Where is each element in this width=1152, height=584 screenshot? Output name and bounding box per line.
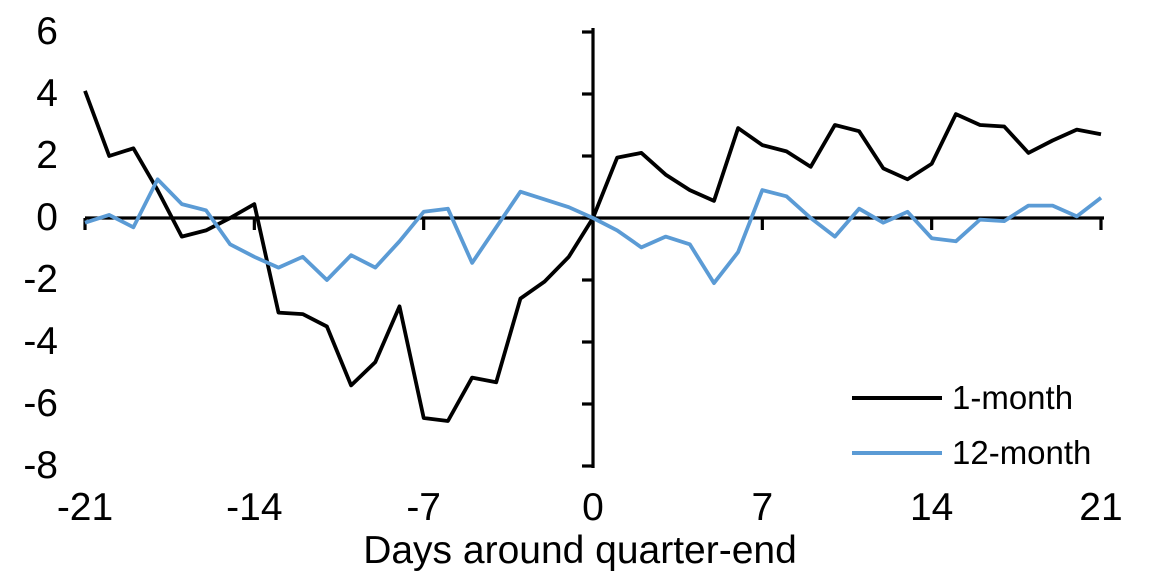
legend-item-1-month: 1-month [852,378,1091,418]
legend-line-sample-black [852,396,942,400]
legend-label: 1-month [952,379,1074,416]
x-tick-label: 0 [582,486,604,529]
x-axis-title: Days around quarter-end [363,529,797,572]
x-tick-label: -14 [226,486,283,529]
y-tick-label: -8 [23,444,58,487]
y-tick-label: 4 [36,72,58,115]
series-line-12-month [84,177,1103,286]
legend-label: 12-month [952,434,1092,471]
x-tick-label: 7 [751,486,774,529]
legend-item-12-month: 12-month [852,433,1091,473]
x-tick-label: -7 [406,486,441,529]
y-tick-label: -4 [23,320,58,363]
x-tick-label: -21 [56,486,114,529]
legend-line-sample-blue [852,451,942,455]
x-tick-label: 14 [909,486,954,529]
y-tick-label: 0 [36,196,58,239]
x-tick-label: 21 [1079,486,1123,529]
y-tick-label: 2 [36,134,58,177]
y-tick-label: -6 [23,382,58,425]
legend: 1-month 12-month [852,378,1091,473]
y-tick-label: 6 [36,10,58,53]
y-tick-label: -2 [23,258,58,301]
